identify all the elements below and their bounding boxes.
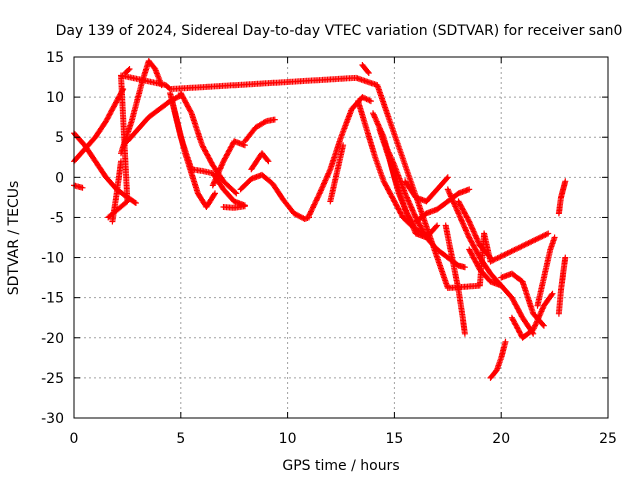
x-tick-label: 10 bbox=[279, 431, 297, 447]
y-tick-label: 0 bbox=[55, 170, 64, 186]
axis-ticks: 0 5 10 15 20 25 -30 -25 -20 -15 -10 -5 0 5 10 15 bbox=[41, 50, 617, 447]
series-markers bbox=[359, 62, 372, 76]
chart-title: Day 139 of 2024, Sidereal Day-to-day VTE… bbox=[56, 23, 623, 39]
series-arc-15 bbox=[248, 150, 272, 173]
series-arc-34 bbox=[555, 178, 569, 217]
series-arc-33 bbox=[555, 254, 569, 317]
series-markers bbox=[122, 66, 133, 76]
series-markers bbox=[105, 72, 552, 291]
series-arc-14 bbox=[241, 116, 278, 145]
y-tick-label: 5 bbox=[55, 130, 64, 146]
series-markers bbox=[248, 150, 272, 173]
y-tick-label: 10 bbox=[46, 90, 64, 106]
series-arc-2 bbox=[71, 86, 127, 165]
series-markers bbox=[442, 222, 468, 337]
y-tick-label: 15 bbox=[46, 50, 64, 66]
series-markers bbox=[177, 90, 240, 197]
series-markers bbox=[241, 116, 278, 145]
series-markers bbox=[71, 182, 86, 191]
series-markers bbox=[169, 98, 218, 210]
series-markers bbox=[555, 254, 569, 317]
series-arc-31 bbox=[508, 290, 556, 341]
series-arc-29 bbox=[487, 338, 509, 381]
series-arc-9 bbox=[169, 98, 218, 210]
x-tick-label: 20 bbox=[492, 431, 510, 447]
x-axis-label: GPS time / hours bbox=[282, 458, 399, 474]
y-tick-label: -20 bbox=[41, 331, 64, 347]
series-arc-13 bbox=[237, 171, 312, 222]
series-markers bbox=[220, 203, 248, 211]
series-markers bbox=[487, 338, 509, 381]
series-markers bbox=[508, 290, 556, 341]
series-arc-18 bbox=[359, 62, 372, 76]
series-arc-11 bbox=[209, 138, 248, 189]
series-arc-3 bbox=[71, 182, 86, 191]
series-markers bbox=[327, 142, 347, 205]
x-tick-label: 25 bbox=[599, 431, 617, 447]
data-markers bbox=[71, 58, 569, 381]
series-markers bbox=[534, 234, 558, 309]
x-tick-label: 0 bbox=[70, 431, 79, 447]
y-tick-label: -5 bbox=[50, 210, 64, 226]
series-arc-17 bbox=[327, 142, 347, 205]
y-tick-label: -30 bbox=[41, 411, 64, 427]
series-arc-32 bbox=[534, 234, 558, 309]
series-markers bbox=[71, 86, 127, 165]
grid-lines bbox=[74, 57, 608, 418]
series-arc-12 bbox=[220, 203, 248, 211]
series-arc-10 bbox=[177, 90, 240, 197]
series-outliers bbox=[105, 72, 552, 291]
series-arc-25 bbox=[442, 222, 468, 337]
series-markers bbox=[555, 178, 569, 217]
plot-frame bbox=[73, 56, 609, 419]
x-tick-label: 15 bbox=[385, 431, 403, 447]
y-tick-label: -10 bbox=[41, 251, 64, 267]
y-axis-label: SDTVAR / TECUs bbox=[6, 181, 22, 296]
series-markers bbox=[355, 98, 415, 229]
y-tick-label: -15 bbox=[41, 291, 64, 307]
series-markers bbox=[209, 138, 248, 189]
series-arc-19 bbox=[355, 98, 415, 229]
x-tick-label: 5 bbox=[176, 431, 185, 447]
series-arc-7 bbox=[122, 66, 133, 76]
y-tick-label: -25 bbox=[41, 371, 64, 387]
series-markers bbox=[237, 171, 312, 222]
